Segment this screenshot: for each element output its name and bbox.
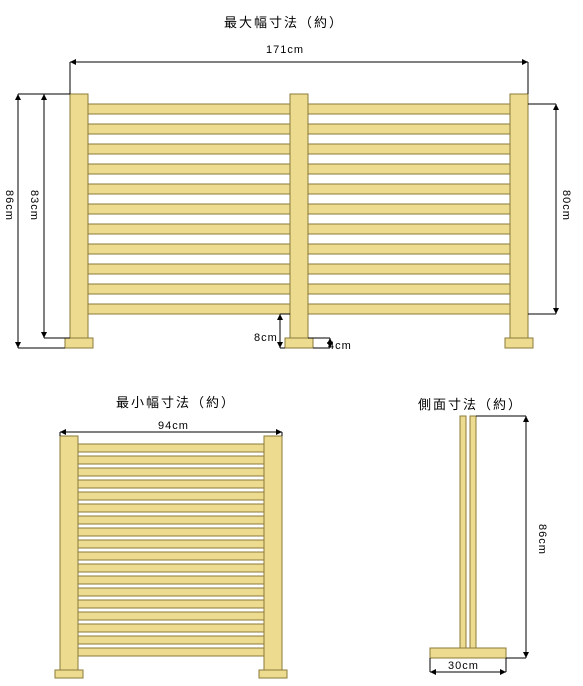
diagram-side [0,0,583,686]
